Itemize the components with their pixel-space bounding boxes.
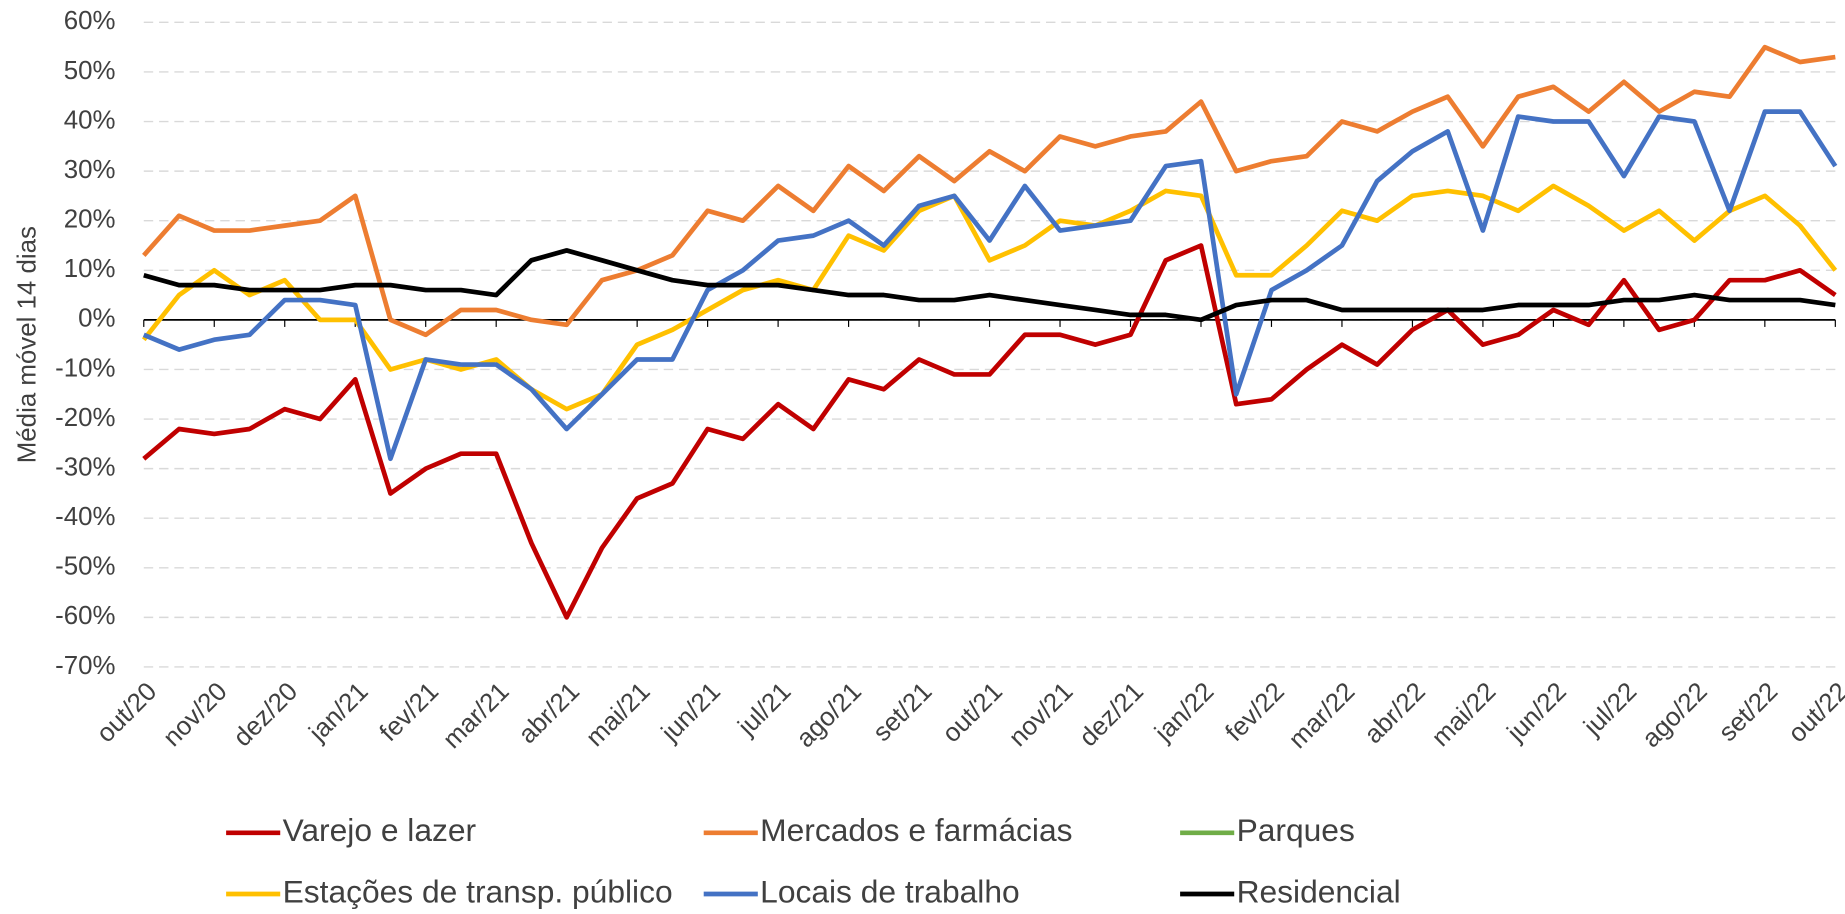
y-tick-label: 40% bbox=[64, 106, 116, 134]
x-tick-label: jul/21 bbox=[732, 677, 796, 741]
y-tick-label: -10% bbox=[55, 354, 115, 382]
legend-label: Varejo e lazer bbox=[283, 812, 477, 848]
x-tick-label: out/22 bbox=[1783, 677, 1845, 748]
x-tick-label: mai/21 bbox=[581, 677, 656, 752]
x-tick-label: jan/22 bbox=[1149, 677, 1219, 747]
series-line bbox=[142, 109, 1838, 462]
x-tick-label: abr/21 bbox=[513, 677, 585, 749]
series-line bbox=[142, 243, 1837, 620]
x-tick-label: nov/20 bbox=[158, 677, 233, 752]
legend-label: Parques bbox=[1237, 812, 1355, 848]
x-tick-label: dez/20 bbox=[229, 677, 304, 752]
x-tick-label: fev/22 bbox=[1220, 677, 1290, 747]
legend-label: Locais de trabalho bbox=[760, 873, 1019, 909]
y-tick-label: 10% bbox=[64, 255, 116, 283]
x-tick-label: jun/22 bbox=[1502, 677, 1572, 747]
y-tick-label: 20% bbox=[64, 206, 116, 234]
x-tick-label: ago/22 bbox=[1637, 677, 1713, 753]
x-tick-label: mar/21 bbox=[438, 677, 515, 754]
x-tick-label: jan/21 bbox=[303, 677, 373, 747]
x-tick-label: jul/22 bbox=[1578, 677, 1642, 741]
x-tick-label: set/22 bbox=[1714, 677, 1784, 747]
x-tick-label: nov/21 bbox=[1004, 677, 1079, 752]
legend-label: Residencial bbox=[1237, 873, 1401, 909]
legend-label: Mercados e farmácias bbox=[760, 812, 1072, 848]
y-tick-label: -40% bbox=[55, 503, 115, 531]
x-tick-label: jun/21 bbox=[656, 677, 726, 747]
y-tick-label: 50% bbox=[64, 57, 116, 85]
x-tick-label: out/21 bbox=[937, 677, 1008, 748]
x-tick-label: fev/21 bbox=[375, 677, 445, 747]
x-tick-label: mar/22 bbox=[1284, 677, 1361, 754]
y-tick-label: -50% bbox=[55, 553, 115, 581]
x-tick-label: abr/22 bbox=[1359, 677, 1431, 749]
y-tick-label: 0% bbox=[78, 305, 115, 333]
x-tick-label: set/21 bbox=[868, 677, 938, 747]
series-line bbox=[143, 248, 1836, 323]
legend-label: Estações de transp. público bbox=[283, 873, 673, 909]
x-tick-label: mai/22 bbox=[1427, 677, 1502, 752]
y-axis-label: Média móvel 14 dias bbox=[13, 226, 41, 463]
x-tick-label: ago/21 bbox=[791, 677, 867, 753]
x-tick-label: out/20 bbox=[92, 677, 163, 748]
y-tick-label: -70% bbox=[55, 652, 115, 680]
x-tick-label: dez/21 bbox=[1074, 677, 1149, 752]
series-line bbox=[142, 44, 1836, 338]
y-tick-label: -30% bbox=[55, 453, 115, 481]
y-tick-label: -20% bbox=[55, 404, 115, 432]
y-tick-label: -60% bbox=[55, 602, 115, 630]
y-tick-label: 60% bbox=[64, 7, 116, 35]
y-tick-label: 30% bbox=[64, 156, 116, 184]
